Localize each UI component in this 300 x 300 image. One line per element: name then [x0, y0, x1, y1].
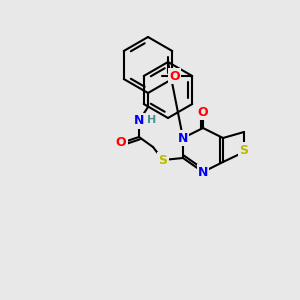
Text: N: N [178, 131, 188, 145]
Text: O: O [198, 106, 208, 118]
Text: N: N [198, 166, 208, 178]
Text: O: O [116, 136, 126, 148]
Text: H: H [147, 115, 156, 125]
Text: N: N [134, 115, 144, 128]
Text: O: O [169, 70, 180, 83]
Text: S: S [239, 143, 248, 157]
Text: S: S [158, 154, 167, 166]
